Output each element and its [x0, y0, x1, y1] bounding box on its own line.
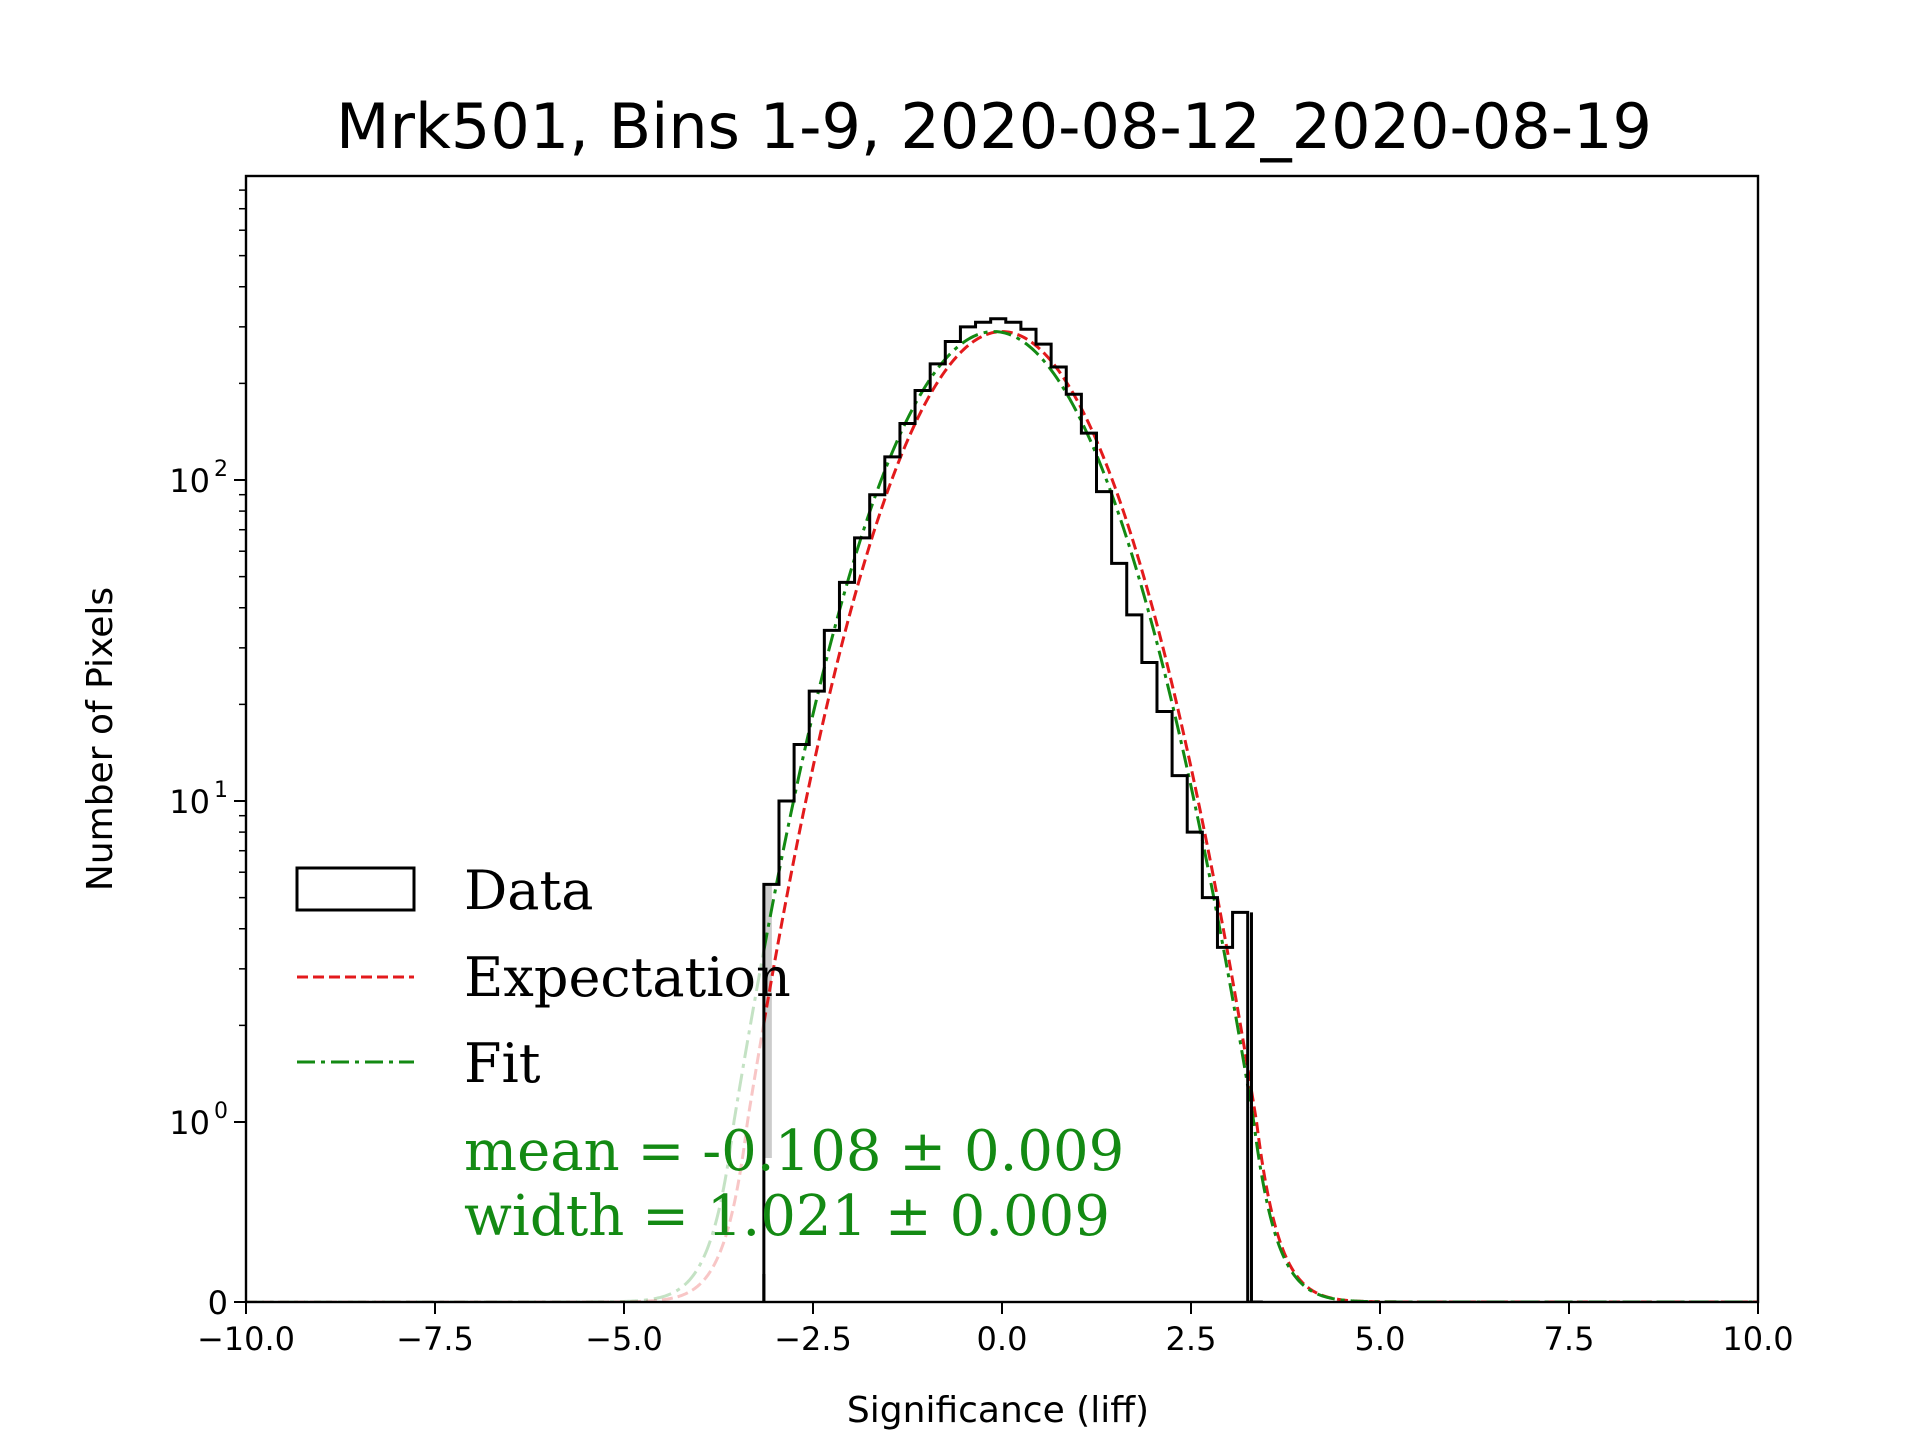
plot-area — [244, 174, 1760, 1304]
x-tick-label: 2.5 — [1166, 1320, 1217, 1358]
legend-label-data: Data — [464, 859, 593, 922]
y-tick-label: 0 — [208, 1284, 228, 1322]
y-tick-exponent: 2 — [214, 457, 228, 482]
x-axis-label: Significance (liff) — [847, 1390, 1149, 1431]
y-tick-label: 10 — [169, 462, 210, 500]
legend-label-fit: Fit — [464, 1032, 541, 1095]
x-tick-label: 10.0 — [1722, 1320, 1793, 1358]
x-tick-label: −2.5 — [774, 1320, 852, 1358]
x-axis: −10.0 −7.5 −5.0 −2.5 0.0 2.5 5.0 7.5 10.0 — [197, 1302, 1794, 1358]
y-tick-exponent: 1 — [214, 778, 228, 803]
x-tick-label: −10.0 — [197, 1320, 295, 1358]
x-tick-label: −7.5 — [396, 1320, 474, 1358]
plot-background — [246, 176, 1758, 1302]
x-tick-label: 0.0 — [977, 1320, 1028, 1358]
curve-fit — [246, 950, 766, 1302]
y-axis-label: Number of Pixels — [80, 587, 121, 891]
curve-expectation — [762, 330, 1253, 1091]
x-tick-label: 7.5 — [1544, 1320, 1595, 1358]
data-histogram-outline — [762, 317, 1263, 1302]
y-tick-exponent: 0 — [214, 1099, 228, 1124]
data-masked-region — [763, 884, 772, 1158]
y-tick-label: 10 — [169, 783, 210, 821]
y-tick-label: 10 — [169, 1104, 210, 1142]
fit-width-annotation: width = 1.021 ± 0.009 — [464, 1184, 1110, 1249]
chart-title: Mrk501, Bins 1-9, 2020-08-12_2020-08-19 — [336, 90, 1652, 163]
legend-label-expectation: Expectation — [464, 946, 791, 1009]
curve-fit — [762, 330, 1253, 1109]
x-tick-label: −5.0 — [585, 1320, 663, 1358]
x-tick-label: 5.0 — [1355, 1320, 1406, 1358]
legend: Data Expectation Fit — [295, 859, 791, 1095]
legend-swatch-data — [295, 866, 416, 912]
fit-mean-annotation: mean = -0.108 ± 0.009 — [464, 1119, 1124, 1184]
